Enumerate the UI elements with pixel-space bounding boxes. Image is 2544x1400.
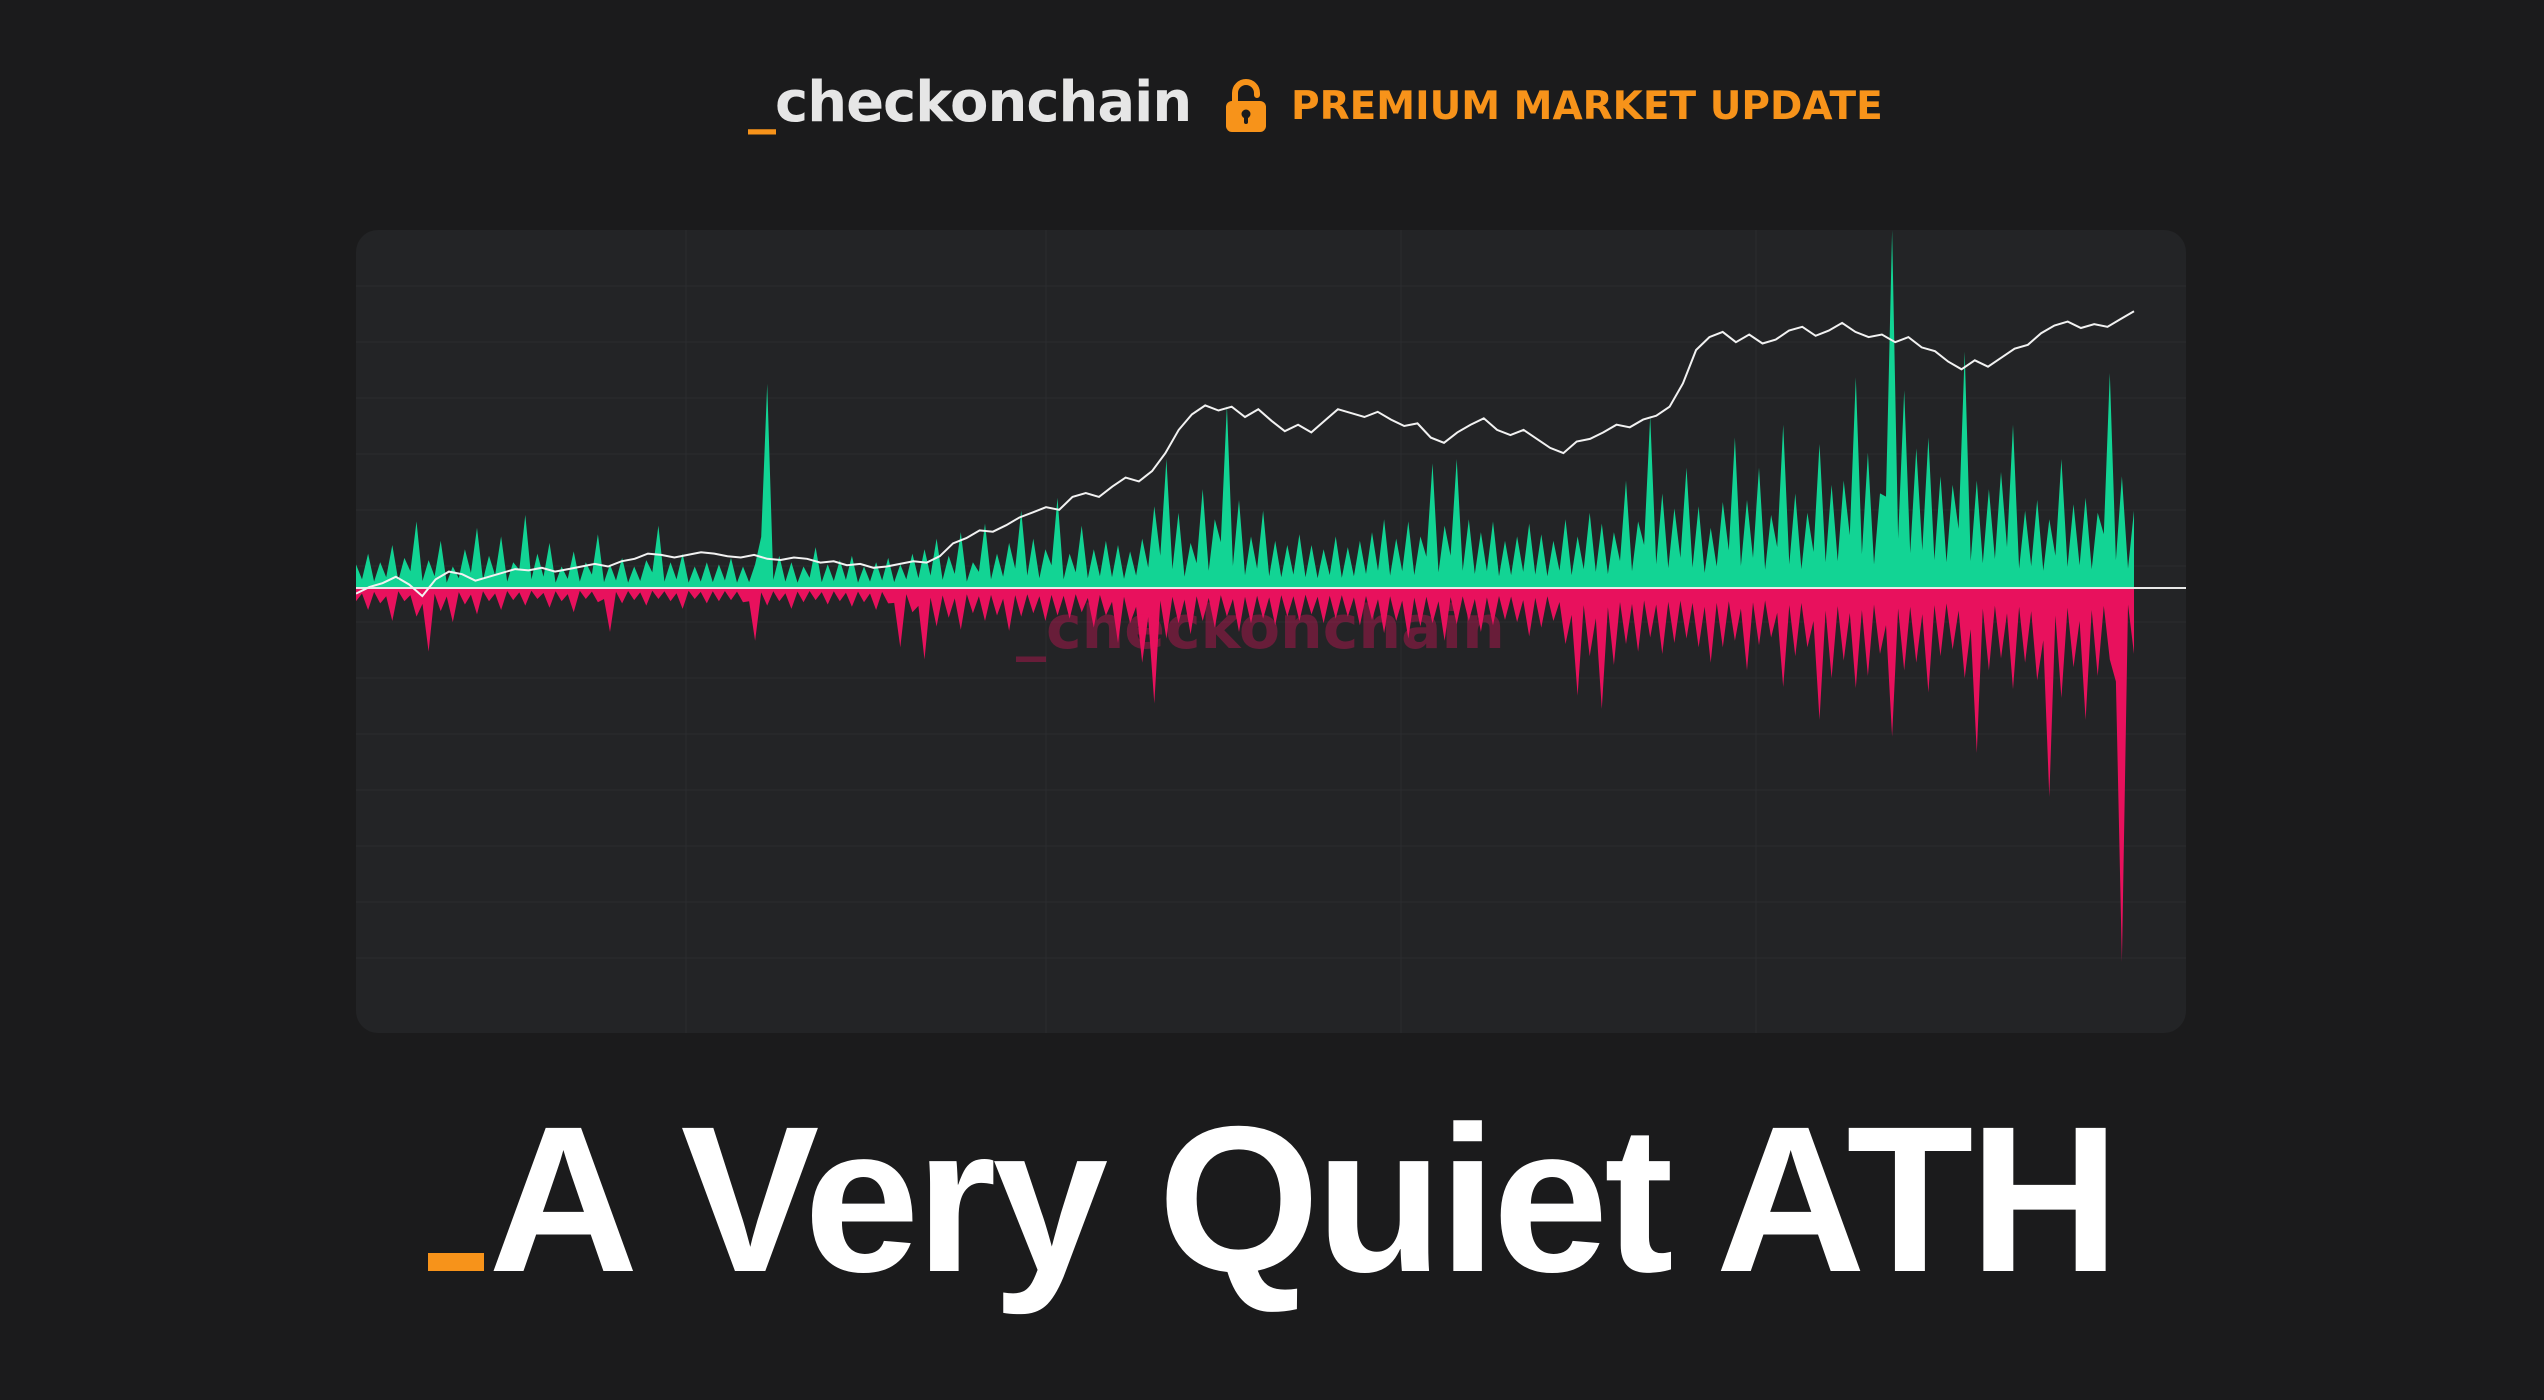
premium-market-update-badge[interactable]: PREMIUM MARKET UPDATE	[1225, 74, 1883, 138]
unlocked-padlock-icon	[1225, 79, 1267, 133]
chart-areas	[356, 230, 2134, 962]
negative-area-series	[356, 588, 2134, 962]
brand-name: checkonchain	[775, 70, 1192, 135]
page-title: A Very Quiet ATH	[0, 1085, 2544, 1315]
positive-area-series	[356, 230, 2134, 588]
page-title-text: A Very Quiet ATH	[488, 1084, 2119, 1316]
chart-price-line-layer	[356, 310, 2135, 598]
brand-underscore: _	[748, 70, 776, 135]
chart-watermark: _checkonchain	[1016, 593, 1505, 663]
brand-logo[interactable]: _checkonchain	[748, 70, 1192, 135]
chart: _checkonchain	[356, 230, 2186, 1033]
chart-card: _checkonchain	[356, 230, 2186, 1033]
premium-market-update-label: PREMIUM MARKET UPDATE	[1291, 83, 1883, 129]
price-line-series	[356, 310, 2135, 598]
title-underscore-accent	[428, 1253, 485, 1271]
header: _checkonchain PREMIUM MARKET UPDATE	[0, 62, 2544, 142]
